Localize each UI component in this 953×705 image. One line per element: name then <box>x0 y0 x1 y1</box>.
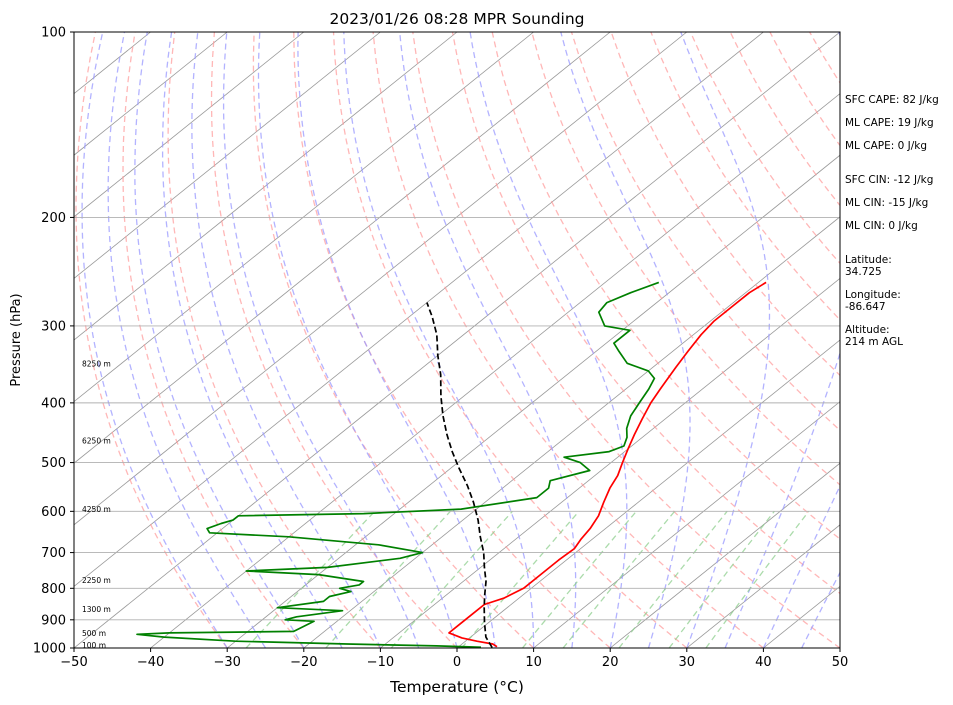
y-axis: 1000 900 800 700 600 500 400 300 200 100 <box>33 26 74 657</box>
dry-adiabat-line <box>332 32 688 648</box>
isotherm-line <box>74 32 458 341</box>
isotherm-line <box>609 462 840 648</box>
dry-adiabat-line <box>252 32 535 648</box>
x-tick-label: −40 <box>137 655 164 670</box>
moist-adiabat-line <box>469 32 628 648</box>
isotherm-line <box>150 93 840 648</box>
moist-adiabat-line <box>191 32 381 648</box>
dry-adiabat-line <box>570 32 840 432</box>
isotherm-line <box>456 339 840 648</box>
dry-adiabat-line <box>167 32 381 648</box>
moist-adiabat-line <box>297 32 496 648</box>
y-tick-label: 200 <box>41 211 66 226</box>
isotherm-line <box>686 524 840 648</box>
height-label: 8250 m <box>82 359 111 368</box>
x-tick-label: 40 <box>755 655 772 670</box>
moist-adiabat-line <box>724 32 840 648</box>
stat-ml-cape: ML CAPE: 19 J/kg <box>845 117 934 129</box>
x-tick-label: −50 <box>60 655 87 670</box>
chart-title: 2023/01/26 08:28 MPR Sounding <box>329 10 584 28</box>
height-label: 2250 m <box>82 576 111 585</box>
dry-adiabat-line <box>293 32 611 648</box>
height-label: 1300 m <box>82 605 111 614</box>
dry-adiabat-line <box>412 32 840 648</box>
mixing-ratio-line <box>562 510 676 648</box>
moist-adiabat-line <box>399 32 577 648</box>
x-tick-label: 10 <box>525 655 542 670</box>
x-axis: −50 −40 −30 −20 −10 0 10 20 30 40 50 <box>60 648 848 670</box>
y-tick-label: 100 <box>41 26 66 41</box>
isotherm-line <box>533 401 840 648</box>
isotherm-line <box>74 32 764 587</box>
stat-sfc-cape: SFC CAPE: 82 J/kg <box>845 94 939 106</box>
moist-adiabat-line <box>134 32 305 648</box>
y-tick-label: 700 <box>41 546 66 561</box>
y-tick-label: 400 <box>41 396 66 411</box>
isotherm-line <box>74 32 305 218</box>
dewpoint-trace <box>136 281 660 648</box>
temperature-trace <box>448 281 767 648</box>
mixing-ratio-line <box>521 510 637 648</box>
isotherm-line <box>74 32 534 403</box>
y-axis-label: Pressure (hPa) <box>9 293 24 386</box>
height-label: 100 m <box>82 641 106 650</box>
moist-adiabat-line <box>161 32 343 648</box>
mixing-ratio-line <box>390 510 513 648</box>
x-axis-label: Temperature (°C) <box>389 678 524 696</box>
x-tick-label: −30 <box>213 655 240 670</box>
isotherm-line <box>74 32 840 648</box>
x-tick-label: 20 <box>602 655 619 670</box>
dry-adiabat-line <box>650 32 840 321</box>
x-tick-label: 0 <box>453 655 461 670</box>
moist-adiabat-line <box>680 32 771 648</box>
stat-ml-cin-2: ML CIN: 0 J/kg <box>845 220 918 232</box>
y-tick-label: 500 <box>41 456 66 471</box>
y-tick-label: 800 <box>41 582 66 597</box>
y-tick-label: 1000 <box>33 642 66 657</box>
parcel-trace <box>426 302 493 648</box>
stat-ml-cape-2: ML CAPE: 0 J/kg <box>845 140 928 152</box>
dry-adiabat-line <box>75 32 228 648</box>
isotherm-line <box>74 32 381 279</box>
moist-adiabat-line <box>81 32 228 648</box>
y-tick-label: 300 <box>41 319 66 334</box>
isotherm-line <box>226 154 840 648</box>
isotherm-line <box>380 277 840 648</box>
stat-longitude: Longitude: -86.647 <box>845 289 901 313</box>
moist-adiabat-line <box>560 32 691 648</box>
moist-adiabat-line <box>222 32 420 648</box>
height-label: 4250 m <box>82 505 111 514</box>
stat-ml-cin: ML CIN: -15 J/kg <box>845 197 929 209</box>
isotherm-line <box>74 32 688 526</box>
y-tick-label: 900 <box>41 613 66 628</box>
x-tick-label: −20 <box>290 655 317 670</box>
background-lines <box>74 32 840 648</box>
stat-altitude: Altitude: 214 m AGL <box>845 324 903 348</box>
isotherm-line <box>303 216 840 648</box>
isotherm-line <box>74 32 611 464</box>
isotherm-line <box>74 32 228 156</box>
moist-adiabat-line <box>107 32 267 648</box>
height-label: 6250 m <box>82 436 111 445</box>
x-tick-label: 30 <box>679 655 696 670</box>
dry-adiabat-line <box>610 32 840 377</box>
height-label: 500 m <box>82 629 106 638</box>
stat-latitude: Latitude: 34.725 <box>845 254 892 278</box>
stat-sfc-cin: SFC CIN: -12 J/kg <box>845 174 934 186</box>
mixing-ratio-line <box>461 510 580 648</box>
dry-adiabat-line <box>451 32 840 595</box>
x-tick-label: −10 <box>367 655 394 670</box>
moist-adiabat-line <box>257 32 458 648</box>
moist-adiabat-line <box>343 32 535 648</box>
height-labels: 100 m 500 m 1300 m 2250 m 4250 m 6250 m 8250 m <box>82 359 111 649</box>
y-tick-label: 600 <box>41 505 66 520</box>
sounding-traces <box>136 281 767 648</box>
x-tick-label: 50 <box>832 655 849 670</box>
dry-adiabat-line <box>122 32 305 648</box>
